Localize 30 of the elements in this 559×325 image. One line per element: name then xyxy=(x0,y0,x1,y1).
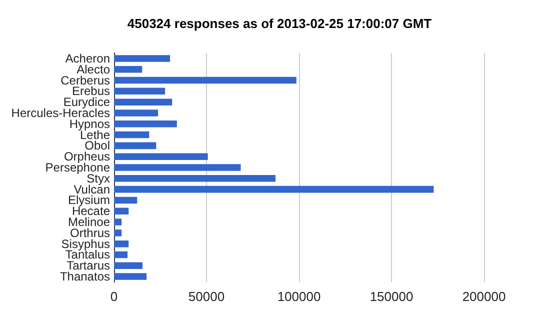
bar xyxy=(114,164,241,171)
x-tick-label: 0 xyxy=(110,289,118,304)
bar xyxy=(114,153,208,160)
bar xyxy=(114,98,172,106)
x-tick-label: 200000 xyxy=(462,289,506,304)
bar xyxy=(114,66,142,73)
x-tick-label: 50000 xyxy=(188,289,225,304)
y-tick-label: Elysium xyxy=(68,193,110,208)
x-tick-label: 150000 xyxy=(370,289,414,304)
bar xyxy=(114,88,166,95)
bar xyxy=(114,175,276,182)
bar xyxy=(114,186,434,193)
bar xyxy=(114,110,158,116)
bar xyxy=(114,240,129,248)
bar xyxy=(114,120,177,128)
bar xyxy=(114,76,296,84)
bar xyxy=(114,230,122,236)
bar xyxy=(114,262,142,270)
bar xyxy=(114,251,128,258)
x-tick-label: 100000 xyxy=(277,289,321,304)
y-tick-label: Styx xyxy=(86,171,110,186)
bar xyxy=(114,142,156,150)
bar xyxy=(114,218,122,226)
bar xyxy=(114,273,147,280)
bar xyxy=(114,55,170,62)
bar xyxy=(114,196,138,204)
chart-title: 450324 responses as of 2013-02-25 17:00:07 GMT xyxy=(127,16,432,31)
bar xyxy=(114,131,150,138)
bar xyxy=(114,208,129,214)
y-tick-label: Hypnos xyxy=(69,116,110,131)
